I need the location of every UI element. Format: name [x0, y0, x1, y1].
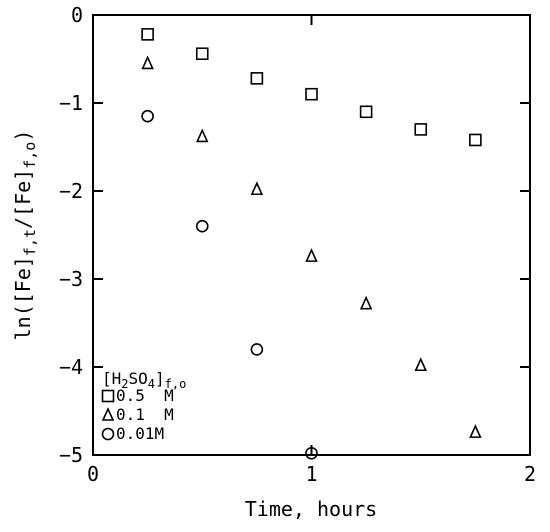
triangle-data-point — [469, 424, 482, 438]
y-axis-ticks — [93, 14, 530, 456]
legend-title: [H2SO4]f,o — [102, 369, 186, 391]
x-axis-tick-labels: 0 1 2 — [87, 462, 536, 486]
y-tick-label: 0 — [71, 3, 83, 27]
x-tick-label: 1 — [305, 462, 317, 486]
y-tick-label: −5 — [59, 443, 83, 467]
triangle-data-point — [359, 295, 373, 310]
legend-label: 0.01M — [116, 424, 164, 443]
triangle-data-point — [250, 181, 264, 196]
square-data-point — [195, 47, 209, 61]
y-axis-tick-labels: 0 −1 −2 −3 −4 −5 — [59, 3, 83, 467]
x-tick-label: 0 — [87, 462, 99, 486]
data-points — [141, 28, 482, 460]
x-axis-label: Time, hours — [245, 497, 377, 521]
x-tick-label: 2 — [524, 462, 536, 486]
legend-triangle-icon — [101, 407, 115, 421]
triangle-data-point — [414, 357, 427, 372]
circle-data-point — [305, 446, 318, 460]
triangle-data-point — [196, 128, 209, 143]
y-axis-label-text: ln([Fe]f,t/[Fe]f,o) — [11, 130, 39, 341]
y-tick-label: −4 — [59, 355, 83, 379]
y-tick-label: −1 — [59, 91, 83, 115]
square-data-point — [305, 87, 318, 101]
circle-data-point — [195, 219, 209, 233]
y-tick-label: −3 — [59, 267, 83, 291]
legend-square-icon — [101, 389, 115, 403]
legend-label: 0.5 M — [116, 386, 174, 405]
triangle-data-point — [305, 248, 318, 262]
legend: [H2SO4]f,o 0.5 M0.1 M0.01M — [101, 369, 186, 443]
triangle-data-point — [141, 55, 154, 70]
circle-data-point — [250, 343, 264, 356]
legend-circle-icon — [101, 427, 115, 441]
x-axis-ticks — [92, 15, 531, 455]
y-tick-label: −2 — [59, 179, 83, 203]
square-data-point — [414, 123, 428, 136]
circle-data-point — [141, 109, 154, 123]
square-data-point — [469, 133, 482, 147]
legend-label: 0.1 M — [116, 405, 174, 424]
square-data-point — [141, 28, 154, 41]
y-axis-label: ln([Fe]f,t/[Fe]f,o) — [11, 130, 39, 341]
legend-items: 0.5 M0.1 M0.01M — [101, 386, 174, 443]
square-data-point — [359, 105, 373, 119]
square-data-point — [250, 72, 264, 85]
